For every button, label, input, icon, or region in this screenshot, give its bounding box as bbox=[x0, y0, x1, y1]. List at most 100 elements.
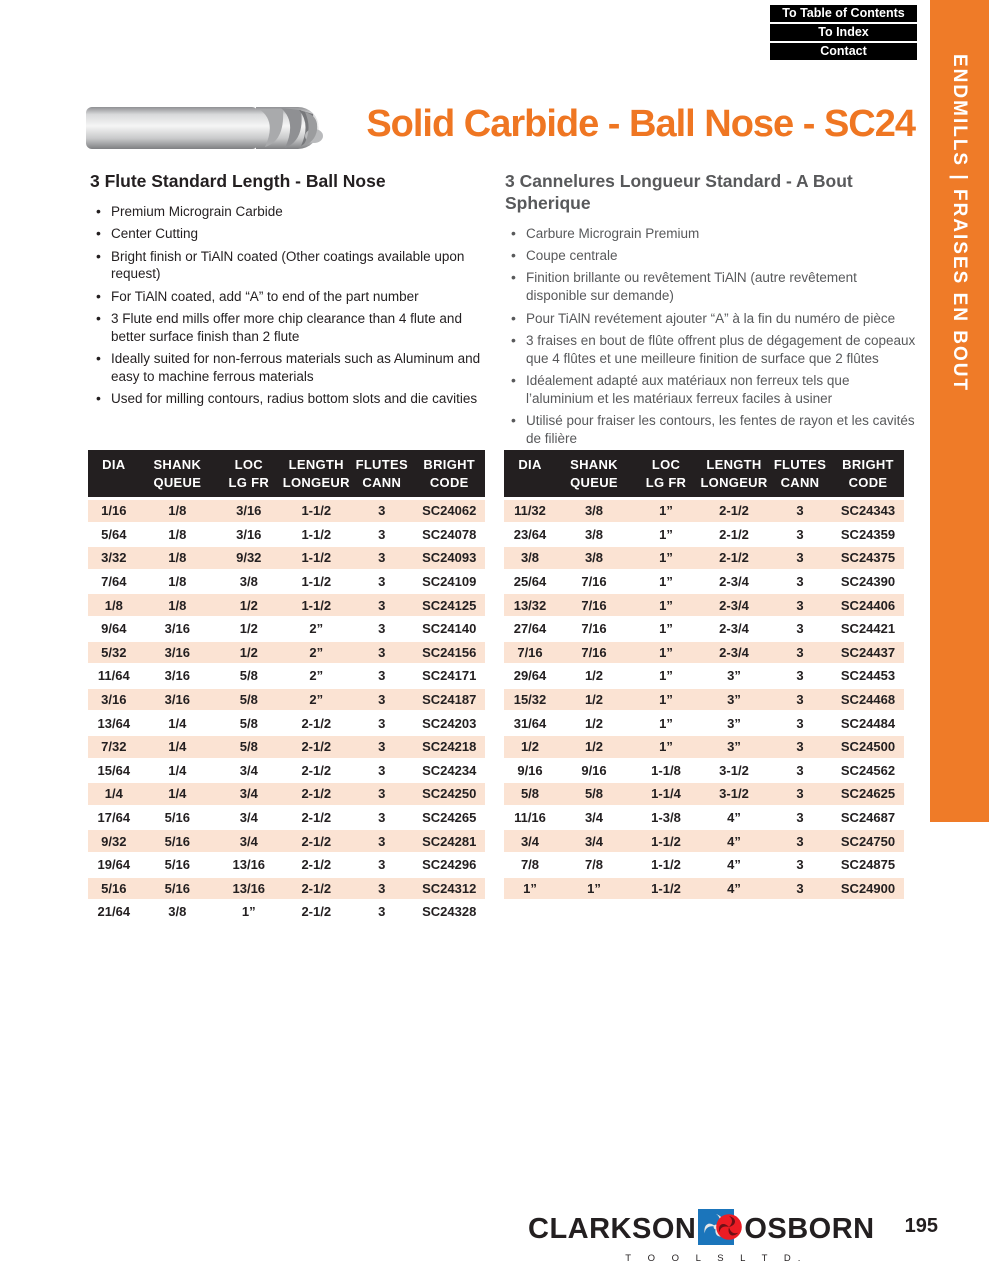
table-cell: 3/4 bbox=[239, 762, 258, 778]
table-cell: 5/16 bbox=[101, 880, 127, 896]
nav-button[interactable]: Contact bbox=[770, 43, 917, 60]
page-title: Solid Carbide - Ball Nose - SC24 bbox=[366, 103, 916, 145]
table-row: 5/16 5/16 13/16 2-1/2 3 SC24312 bbox=[88, 877, 485, 902]
footer: CLARKSON bbox=[528, 1206, 938, 1264]
table-row: 15/64 1/4 3/4 2-1/2 3 SC24234 bbox=[88, 760, 485, 784]
table-cell: 2-1/2 bbox=[719, 503, 749, 519]
bullet-item: Carbure Micrograin Premium bbox=[505, 224, 919, 243]
table-cell: 1/2 bbox=[239, 597, 258, 613]
table-cell: 4” bbox=[727, 880, 741, 896]
bullet-item: For TiAlN coated, add “A” to end of the … bbox=[90, 287, 494, 306]
table-header: DIA SHANK QUEUE LOC LG FR LENGTH LONGEUR FLUTE… bbox=[88, 450, 485, 497]
french-section: 3 Cannelures Longueur Standard - A Bout … bbox=[505, 171, 919, 452]
table-row: 5/64 1/8 3/16 1-1/2 3 SC24078 bbox=[88, 524, 485, 548]
table-cell: 3 bbox=[378, 786, 386, 802]
table-cell: 1/4 bbox=[168, 786, 187, 802]
table-cell: 3/4 bbox=[239, 786, 258, 802]
table-cell: 1-1/2 bbox=[301, 574, 332, 590]
table-cell: 1” bbox=[659, 739, 673, 755]
table-cell: 1-1/2 bbox=[651, 833, 681, 849]
table-row: 3/32 1/8 9/32 1-1/2 3 SC24093 bbox=[88, 547, 485, 571]
table-cell: 2-3/4 bbox=[719, 574, 749, 590]
nav-button[interactable]: To Index bbox=[770, 24, 917, 41]
table-cell: 3/16 bbox=[164, 621, 190, 637]
table-cell: 1/8 bbox=[168, 503, 187, 519]
table-cell: SC24875 bbox=[840, 857, 896, 873]
table-cell: 3/16 bbox=[236, 526, 262, 542]
table-cell: 3/16 bbox=[236, 503, 262, 519]
table-cell: SC24093 bbox=[422, 550, 477, 566]
table-cell: 1/2 bbox=[239, 644, 258, 660]
table-cell: 27/64 bbox=[513, 621, 547, 637]
brand-subtext: T O O L S L T D. bbox=[625, 1253, 808, 1264]
table-cell: 1-1/8 bbox=[651, 762, 681, 778]
table-cell: 9/64 bbox=[101, 621, 127, 637]
table-row: 7/64 1/8 3/8 1-1/2 3 SC24109 bbox=[88, 571, 485, 595]
table-cell: 13/16 bbox=[232, 880, 266, 896]
table-cell: 2-1/2 bbox=[301, 810, 332, 826]
table-cell: 7/64 bbox=[101, 574, 127, 590]
table-cell: SC24406 bbox=[840, 597, 896, 613]
header-cell: FLUTES CANN bbox=[773, 456, 827, 490]
table-cell: SC24078 bbox=[422, 526, 477, 542]
table-cell: 3 bbox=[378, 574, 386, 590]
nav-button[interactable]: To Table of Contents bbox=[770, 5, 917, 22]
table-cell: 3 bbox=[378, 904, 386, 920]
bullet-item: 3 fraises en bout de flûte offrent plus … bbox=[505, 331, 919, 368]
table-cell: 1” bbox=[659, 621, 673, 637]
table-header: DIA SHANK QUEUE LOC LG FR LENGTH LONGEUR FLUTE… bbox=[504, 450, 904, 497]
table-cell: SC24265 bbox=[422, 810, 477, 826]
table-cell: 3/32 bbox=[101, 550, 127, 566]
table-cell: 2” bbox=[309, 621, 324, 637]
table-cell: 5/8 bbox=[584, 786, 604, 802]
table-cell: 5/8 bbox=[239, 692, 258, 708]
table-cell: SC24250 bbox=[422, 786, 477, 802]
table-cell: SC24343 bbox=[840, 503, 896, 519]
table-cell: 5/32 bbox=[101, 644, 127, 660]
table-cell: 3/4 bbox=[584, 810, 604, 826]
brand-block: CLARKSON bbox=[528, 1206, 875, 1264]
table-cell: 3/8 bbox=[168, 904, 187, 920]
bullet-item: Center Cutting bbox=[90, 224, 494, 243]
table-cell: 1” bbox=[523, 880, 537, 896]
table-cell: 3/4 bbox=[239, 810, 258, 826]
table-cell: 2” bbox=[309, 668, 324, 684]
table-cell: 15/32 bbox=[513, 692, 547, 708]
table-cell: 3 bbox=[378, 503, 386, 519]
table-cell: 3 bbox=[378, 833, 386, 849]
header-cell: LOC LG FR bbox=[645, 456, 687, 490]
spec-table-left: DIA SHANK QUEUE LOC LG FR LENGTH LONGEUR FLUTE… bbox=[88, 450, 485, 925]
table-cell: 3 bbox=[378, 715, 386, 731]
table-cell: 3 bbox=[378, 692, 386, 708]
clarkson-osborn-logo-icon bbox=[697, 1206, 743, 1253]
table-cell: SC24375 bbox=[840, 550, 896, 566]
table-cell: 3 bbox=[796, 692, 804, 708]
table-cell: 1/4 bbox=[104, 786, 123, 802]
table-row: 9/16 9/16 1-1/8 3-1/2 3 SC24562 bbox=[504, 760, 904, 784]
table-cell: 5/16 bbox=[164, 833, 190, 849]
table-cell: 1-1/2 bbox=[301, 597, 332, 613]
table-cell: 1” bbox=[659, 503, 673, 519]
table-cell: 31/64 bbox=[513, 715, 547, 731]
table-cell: 1/4 bbox=[168, 739, 187, 755]
table-cell: 2-1/2 bbox=[301, 786, 332, 802]
table-cell: 3 bbox=[378, 880, 386, 896]
table-cell: 5/8 bbox=[520, 786, 540, 802]
table-cell: 1/8 bbox=[168, 550, 187, 566]
bullet-item: Idéalement adapté aux matériaux non ferr… bbox=[505, 371, 919, 408]
header-cell: SHANK QUEUE bbox=[570, 456, 618, 490]
table-cell: 3 bbox=[796, 786, 804, 802]
table-cell: 2-3/4 bbox=[719, 644, 749, 660]
bullet-item: Coupe centrale bbox=[505, 246, 919, 265]
section-tab: ENDMILLS | FRAISES EN BOUT bbox=[930, 0, 989, 822]
table-cell: 13/16 bbox=[232, 857, 266, 873]
table-cell: 11/32 bbox=[514, 503, 546, 519]
table-cell: SC24296 bbox=[422, 857, 477, 873]
table-cell: SC24562 bbox=[840, 762, 896, 778]
table-cell: SC24218 bbox=[422, 739, 477, 755]
table-cell: 3 bbox=[796, 503, 804, 519]
table-row: 15/32 1/2 1” 3” 3 SC24468 bbox=[504, 688, 904, 713]
table-cell: 7/16 bbox=[581, 574, 607, 590]
table-row: 5/32 3/16 1/2 2” 3 SC24156 bbox=[88, 641, 485, 666]
table-cell: SC24468 bbox=[840, 692, 896, 708]
